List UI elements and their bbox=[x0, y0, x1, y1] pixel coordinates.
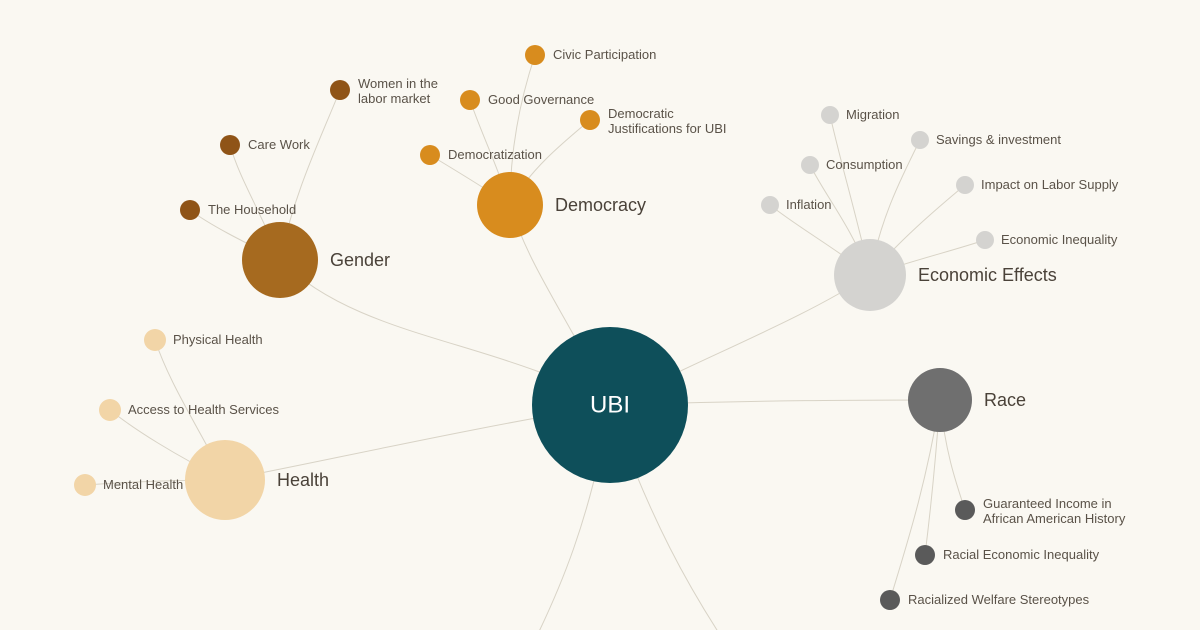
category-label-democracy: Democracy bbox=[555, 195, 646, 215]
leaf-health-2[interactable] bbox=[74, 474, 96, 496]
category-label-gender: Gender bbox=[330, 250, 390, 270]
leaf-gender-2[interactable] bbox=[180, 200, 200, 220]
leaf-democracy-2[interactable] bbox=[580, 110, 600, 130]
mindmap-svg: Women in thelabor market Care Work The Hou… bbox=[0, 0, 1200, 630]
leaf-label-health-1: Access to Health Services bbox=[128, 402, 280, 417]
leaf-economic-3[interactable] bbox=[956, 176, 974, 194]
category-label-economic: Economic Effects bbox=[918, 265, 1057, 285]
leaf-race-1[interactable] bbox=[915, 545, 935, 565]
leaf-label-democracy-0: Civic Participation bbox=[553, 47, 656, 62]
center-label: UBI bbox=[590, 392, 630, 419]
leaf-economic-1[interactable] bbox=[911, 131, 929, 149]
leaf-economic-5[interactable] bbox=[976, 231, 994, 249]
category-economic[interactable] bbox=[834, 239, 906, 311]
category-democracy[interactable] bbox=[477, 172, 543, 238]
leaf-economic-0[interactable] bbox=[821, 106, 839, 124]
leaf-gender-0[interactable] bbox=[330, 80, 350, 100]
leaf-label-economic-5: Economic Inequality bbox=[1001, 232, 1118, 247]
leaf-label-economic-4: Inflation bbox=[786, 197, 832, 212]
leaf-race-0[interactable] bbox=[955, 500, 975, 520]
leaf-label-economic-0: Migration bbox=[846, 107, 899, 122]
leaf-gender-1[interactable] bbox=[220, 135, 240, 155]
leaf-label-health-2: Mental Health bbox=[103, 477, 183, 492]
category-label-race: Race bbox=[984, 390, 1026, 410]
leaf-label-gender-2: The Household bbox=[208, 202, 296, 217]
leaf-label-gender-0: Women in thelabor market bbox=[358, 76, 438, 106]
leaf-democracy-1[interactable] bbox=[460, 90, 480, 110]
leaf-label-race-2: Racialized Welfare Stereotypes bbox=[908, 592, 1090, 607]
leaf-health-1[interactable] bbox=[99, 399, 121, 421]
leaf-race-2[interactable] bbox=[880, 590, 900, 610]
leaf-label-race-0: Guaranteed Income inAfrican American His… bbox=[983, 496, 1126, 526]
background bbox=[0, 0, 1200, 630]
category-health[interactable] bbox=[185, 440, 265, 520]
leaf-democracy-3[interactable] bbox=[420, 145, 440, 165]
leaf-label-democracy-3: Democratization bbox=[448, 147, 542, 162]
leaf-label-economic-3: Impact on Labor Supply bbox=[981, 177, 1119, 192]
leaf-democracy-0[interactable] bbox=[525, 45, 545, 65]
leaf-label-economic-2: Consumption bbox=[826, 157, 903, 172]
category-gender[interactable] bbox=[242, 222, 318, 298]
leaf-label-gender-1: Care Work bbox=[248, 137, 310, 152]
category-label-health: Health bbox=[277, 470, 329, 490]
leaf-economic-2[interactable] bbox=[801, 156, 819, 174]
leaf-label-economic-1: Savings & investment bbox=[936, 132, 1061, 147]
leaf-label-democracy-1: Good Governance bbox=[488, 92, 594, 107]
leaf-label-health-0: Physical Health bbox=[173, 332, 263, 347]
leaf-label-race-1: Racial Economic Inequality bbox=[943, 547, 1100, 562]
leaf-economic-4[interactable] bbox=[761, 196, 779, 214]
category-race[interactable] bbox=[908, 368, 972, 432]
leaf-health-0[interactable] bbox=[144, 329, 166, 351]
